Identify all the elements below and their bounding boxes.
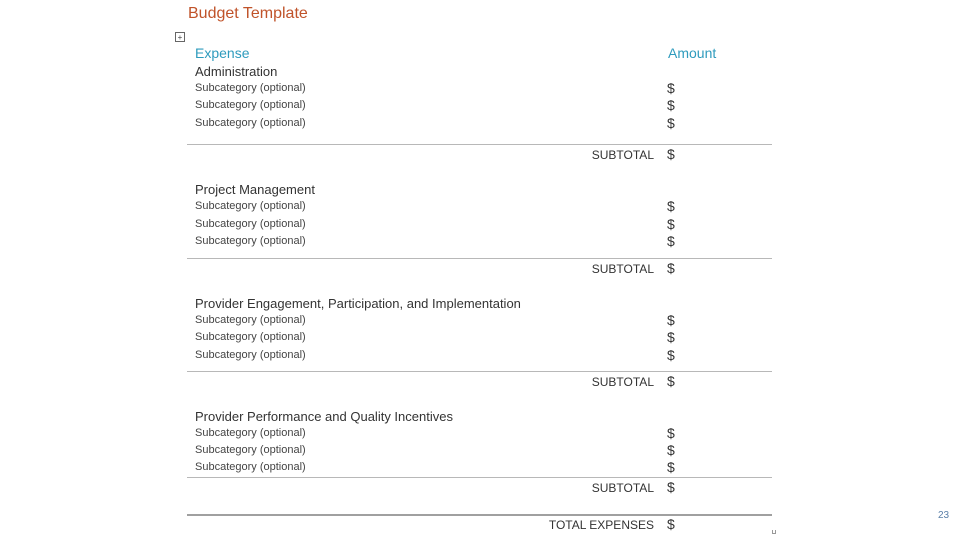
header-expense: Expense [195, 45, 250, 61]
subcategory: Subcategory (optional) [195, 331, 306, 343]
amount-dollar: $ [667, 115, 675, 131]
subtotal-dollar: $ [667, 260, 675, 276]
amount-dollar: $ [667, 80, 675, 96]
divider [187, 371, 772, 372]
amount-dollar: $ [667, 233, 675, 249]
divider [187, 144, 772, 145]
amount-dollar: $ [667, 312, 675, 328]
category-name: Administration [195, 64, 278, 79]
category-name: Provider Engagement, Participation, and … [195, 296, 521, 311]
subcategory: Subcategory (optional) [195, 235, 306, 247]
amount-dollar: $ [667, 216, 675, 232]
divider [187, 477, 772, 478]
divider [187, 258, 772, 259]
subtotal-label: SUBTOTAL [591, 481, 654, 495]
amount-dollar: $ [667, 329, 675, 345]
subcategory: Subcategory (optional) [195, 82, 306, 94]
subtotal-label: SUBTOTAL [591, 262, 654, 276]
subcategory: Subcategory (optional) [195, 314, 306, 326]
total-dollar: $ [667, 516, 675, 532]
move-handle-icon[interactable]: + [175, 32, 185, 42]
amount-dollar: $ [667, 347, 675, 363]
subcategory: Subcategory (optional) [195, 444, 306, 456]
subtotal-dollar: $ [667, 479, 675, 495]
category-name: Project Management [195, 182, 315, 197]
amount-dollar: $ [667, 198, 675, 214]
subcategory: Subcategory (optional) [195, 117, 306, 129]
table-end-marker [772, 530, 776, 534]
subtotal-dollar: $ [667, 373, 675, 389]
document-title: Budget Template [188, 5, 308, 22]
amount-dollar: $ [667, 459, 675, 475]
subcategory: Subcategory (optional) [195, 218, 306, 230]
amount-dollar: $ [667, 442, 675, 458]
subcategory: Subcategory (optional) [195, 461, 306, 473]
amount-dollar: $ [667, 425, 675, 441]
subcategory: Subcategory (optional) [195, 427, 306, 439]
subtotal-label: SUBTOTAL [591, 375, 654, 389]
category-name: Provider Performance and Quality Incenti… [195, 409, 453, 424]
subcategory: Subcategory (optional) [195, 200, 306, 212]
subcategory: Subcategory (optional) [195, 99, 306, 111]
page-number: 23 [938, 510, 950, 521]
subtotal-label: SUBTOTAL [591, 148, 654, 162]
amount-dollar: $ [667, 97, 675, 113]
total-label: TOTAL EXPENSES [548, 518, 654, 532]
subtotal-dollar: $ [667, 146, 675, 162]
header-amount: Amount [668, 45, 717, 61]
divider-total [187, 514, 772, 516]
subcategory: Subcategory (optional) [195, 349, 306, 361]
